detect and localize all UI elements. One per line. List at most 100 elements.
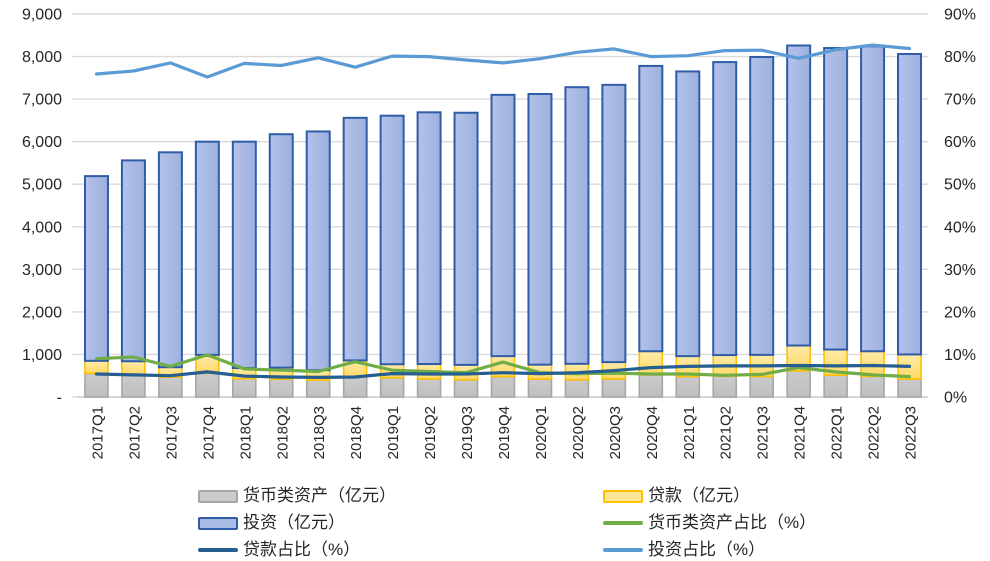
- legend-item-loans: 贷款（亿元）: [603, 485, 816, 507]
- legend-label: 贷款（亿元）: [648, 486, 750, 505]
- right-axis-label: 0%: [944, 390, 967, 407]
- x-axis-label-2019Q2: 2019Q2: [422, 406, 439, 459]
- bar-2022Q2-investment: [860, 45, 886, 353]
- legend-item-monetary-assets-ratio: 货币类资产占比（%）: [603, 512, 816, 534]
- x-axis-label-2017Q1: 2017Q1: [89, 406, 106, 459]
- bar-2018Q2-investment: [268, 133, 294, 369]
- x-axis-label-2018Q4: 2018Q4: [348, 406, 365, 459]
- bar-2017Q4-monetary-assets: [195, 372, 220, 398]
- bar-2020Q4-investment: [638, 64, 664, 353]
- bar-2019Q1-monetary-assets: [379, 377, 405, 398]
- bar-2017Q3-investment: [157, 151, 183, 369]
- left-axis-label: 8,000: [22, 49, 62, 66]
- bar-2021Q1-monetary-assets: [675, 375, 701, 398]
- right-axis-label: 60%: [944, 134, 976, 151]
- right-axis-label: 30%: [944, 262, 976, 279]
- left-axis-label: 1,000: [22, 347, 62, 364]
- bar-2021Q3-investment: [749, 55, 775, 356]
- bar-2021Q3-monetary-assets: [749, 375, 774, 398]
- legend-item-investment: 投资（亿元）: [198, 512, 396, 534]
- legend-label: 货币类资产（亿元）: [243, 486, 396, 505]
- x-axis-label-2022Q1: 2022Q1: [829, 406, 846, 459]
- x-axis-label-2018Q1: 2018Q1: [237, 406, 254, 459]
- bar-2022Q3-monetary-assets: [897, 378, 922, 398]
- legend-label: 投资（亿元）: [243, 513, 345, 532]
- x-axis-label-2022Q2: 2022Q2: [866, 406, 883, 459]
- left-axis-label: 7,000: [22, 92, 62, 109]
- legend-swatch-monetary-assets-ratio-icon: [603, 521, 643, 525]
- legend-label: 贷款占比（%）: [243, 540, 361, 559]
- bar-2020Q1-investment: [527, 93, 553, 366]
- bar-2017Q2-monetary-assets: [121, 374, 146, 398]
- x-axis-label-2020Q4: 2020Q4: [644, 406, 661, 459]
- legend: 货币类资产（亿元） 投资（亿元） 贷款占比（%） 贷款（亿元） 货币类资产占比（…: [0, 482, 990, 561]
- right-axis-label: 50%: [944, 177, 976, 194]
- legend-swatch-investment-ratio-icon: [603, 548, 643, 552]
- bar-2017Q1-investment: [83, 175, 109, 362]
- x-axis-label-2017Q4: 2017Q4: [200, 406, 217, 459]
- bar-2020Q2-investment: [564, 86, 590, 365]
- left-axis-label: 2,000: [22, 304, 62, 321]
- bar-2018Q1-investment: [231, 140, 257, 370]
- left-axis-label: 4,000: [22, 219, 62, 236]
- x-axis-label-2021Q3: 2021Q3: [755, 406, 772, 459]
- legend-column-1: 货币类资产（亿元） 投资（亿元） 贷款占比（%）: [198, 485, 396, 561]
- legend-item-monetary-assets: 货币类资产（亿元）: [198, 485, 396, 507]
- bar-2020Q3-investment: [601, 83, 627, 364]
- left-axis-label: 9,000: [22, 7, 62, 24]
- bar-2019Q3-monetary-assets: [453, 378, 479, 398]
- x-axis-label-2019Q4: 2019Q4: [496, 406, 513, 459]
- bar-2018Q3-investment: [305, 130, 331, 372]
- bar-2019Q2-monetary-assets: [416, 378, 442, 398]
- x-axis-label-2019Q3: 2019Q3: [459, 406, 476, 459]
- x-axis-label-2020Q2: 2020Q2: [570, 406, 587, 459]
- bar-2021Q2-monetary-assets: [712, 375, 738, 398]
- x-axis-label-2018Q2: 2018Q2: [274, 406, 291, 459]
- bar-2021Q1-investment: [675, 70, 701, 358]
- bar-2017Q2-loans: [121, 360, 146, 376]
- line-loans-ratio: [94, 363, 912, 379]
- bar-2018Q4-monetary-assets: [342, 376, 368, 398]
- legend-label: 货币类资产占比（%）: [648, 513, 817, 532]
- x-axis-label-2022Q3: 2022Q3: [903, 406, 920, 459]
- bar-2019Q4-investment: [490, 93, 516, 358]
- legend-swatch-loans-ratio-icon: [198, 548, 238, 552]
- left-axis-label: 6,000: [22, 134, 62, 151]
- bar-2020Q2-monetary-assets: [564, 378, 590, 398]
- legend-label: 投资占比（%）: [648, 540, 766, 559]
- legend-swatch-investment-icon: [198, 516, 238, 530]
- line-monetary-assets-ratio: [94, 353, 912, 379]
- right-axis-label: 90%: [944, 7, 976, 24]
- right-axis-label: 20%: [944, 304, 976, 321]
- left-axis-label: 3,000: [22, 262, 62, 279]
- bar-2022Q1-monetary-assets: [823, 374, 848, 398]
- bar-2017Q1-loans: [84, 360, 109, 375]
- bar-2018Q4-investment: [342, 116, 368, 362]
- bar-2019Q3-investment: [453, 111, 479, 366]
- x-axis-label-2017Q3: 2017Q3: [163, 406, 180, 459]
- x-axis-label-2019Q1: 2019Q1: [385, 406, 402, 459]
- bar-2018Q2-monetary-assets: [268, 378, 294, 398]
- bar-2017Q4-investment: [194, 140, 220, 356]
- bar-2020Q3-monetary-assets: [601, 378, 627, 398]
- bar-2021Q4-monetary-assets: [786, 370, 811, 398]
- bar-2019Q1-investment: [379, 114, 405, 366]
- x-axis-label-2020Q1: 2020Q1: [533, 406, 550, 459]
- x-axis-label-2021Q1: 2021Q1: [681, 406, 698, 459]
- bar-2022Q2-loans: [860, 350, 885, 378]
- bar-2020Q4-loans: [638, 350, 664, 376]
- right-axis-label: 70%: [944, 92, 976, 109]
- legend-item-loans-ratio: 贷款占比（%）: [198, 539, 396, 561]
- bar-2022Q3-investment: [897, 53, 923, 356]
- x-axis-label-2017Q2: 2017Q2: [126, 406, 143, 459]
- x-axis-label-2021Q2: 2021Q2: [718, 406, 735, 459]
- bar-2019Q2-investment: [416, 111, 442, 366]
- left-axis-label: -: [57, 390, 62, 407]
- legend-column-2: 贷款（亿元） 货币类资产占比（%） 投资占比（%）: [603, 485, 816, 561]
- legend-item-investment-ratio: 投资占比（%）: [603, 539, 816, 561]
- bar-2018Q3-monetary-assets: [305, 379, 331, 398]
- bar-2020Q1-monetary-assets: [527, 378, 553, 398]
- x-axis-label-2021Q4: 2021Q4: [792, 406, 809, 459]
- legend-swatch-monetary-assets-icon: [198, 489, 238, 503]
